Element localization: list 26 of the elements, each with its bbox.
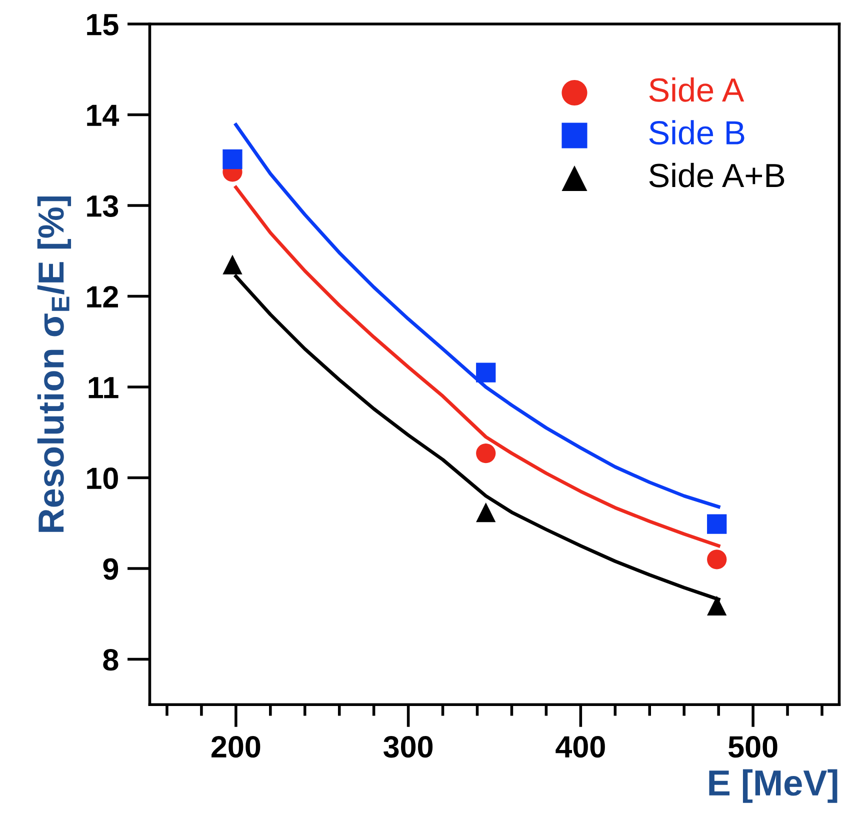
point (222, 149, 242, 170)
x-tick-label: 400 (556, 736, 605, 758)
legend-label: Side B (649, 120, 744, 145)
y-tick-label: 14 (87, 104, 120, 126)
point (707, 514, 727, 534)
x-tick-label: 500 (728, 736, 778, 758)
y-tick-label: 11 (88, 377, 118, 398)
y-tick-label: 13 (87, 195, 118, 217)
x-tick-label: 300 (384, 736, 433, 758)
point (222, 254, 242, 274)
x-axis-title: E [MeV] (709, 769, 838, 803)
point (476, 362, 496, 382)
point (476, 502, 496, 522)
y-tick-label: 10 (87, 468, 118, 490)
legend-label: Side A+B (649, 162, 784, 188)
y-tick-label: 12 (87, 286, 118, 308)
point (707, 596, 727, 616)
y-tick-label: 9 (103, 558, 118, 580)
point (707, 550, 727, 570)
point (476, 443, 496, 464)
y-tick-label: 8 (103, 649, 118, 671)
legend-label: Side A (649, 77, 744, 102)
y-axis-title: Resolution σ$_{E}$/E [%] (37, 196, 72, 532)
y-tick-label: 15 (87, 14, 118, 36)
line-series (234, 186, 720, 548)
x-tick-label: 200 (212, 736, 260, 758)
